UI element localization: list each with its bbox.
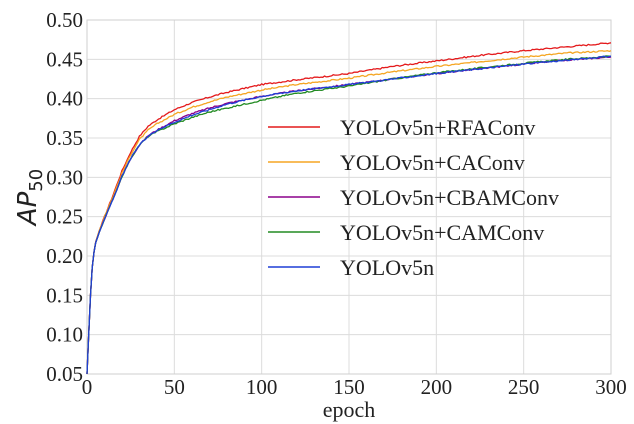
y-tick-label: 0.15 [46, 283, 83, 307]
legend-entry-label: YOLOv5n+CAMConv [340, 220, 544, 245]
y-axis-ticks: 0.05 0.10 0.15 0.20 0.25 0.30 0.35 0.40 0.45 0.50 [46, 8, 83, 386]
series-line [86, 55, 612, 375]
series-line [86, 42, 612, 375]
plot-frame [86, 19, 612, 375]
x-tick-label: 300 [595, 375, 627, 399]
legend-entry-label: YOLOv5n [340, 255, 434, 280]
y-tick-label: 0.45 [46, 47, 83, 71]
series-line [86, 50, 612, 375]
x-tick-label: 0 [82, 375, 93, 399]
y-tick-label: 0.50 [46, 8, 83, 32]
legend: YOLOv5n+RFAConv YOLOv5n+CAConv YOLOv5n+CBA… [268, 115, 559, 280]
x-tick-label: 250 [508, 375, 540, 399]
x-tick-label: 100 [246, 375, 278, 399]
y-tick-label: 0.30 [46, 165, 83, 189]
x-axis-label: epoch [323, 397, 376, 422]
legend-entry-label: YOLOv5n+RFAConv [340, 115, 535, 140]
x-axis-ticks: 0 50 100 150 200 250 300 [82, 375, 627, 399]
y-axis-label-main: AP [13, 191, 43, 227]
y-tick-label: 0.20 [46, 244, 83, 268]
x-tick-label: 150 [333, 375, 365, 399]
y-tick-label: 0.40 [46, 87, 83, 111]
y-tick-label: 0.05 [46, 362, 83, 386]
y-axis-label-subscript: 50 [26, 169, 47, 192]
y-tick-label: 0.25 [46, 205, 83, 229]
y-tick-label: 0.10 [46, 323, 83, 347]
series-layer [86, 42, 612, 375]
x-tick-label: 200 [421, 375, 453, 399]
x-tick-label: 50 [164, 375, 185, 399]
y-tick-label: 0.35 [46, 126, 83, 150]
legend-entry-label: YOLOv5n+CAConv [340, 150, 525, 175]
legend-entry-label: YOLOv5n+CBAMConv [340, 185, 559, 210]
y-axis-label: AP50 [13, 169, 47, 227]
